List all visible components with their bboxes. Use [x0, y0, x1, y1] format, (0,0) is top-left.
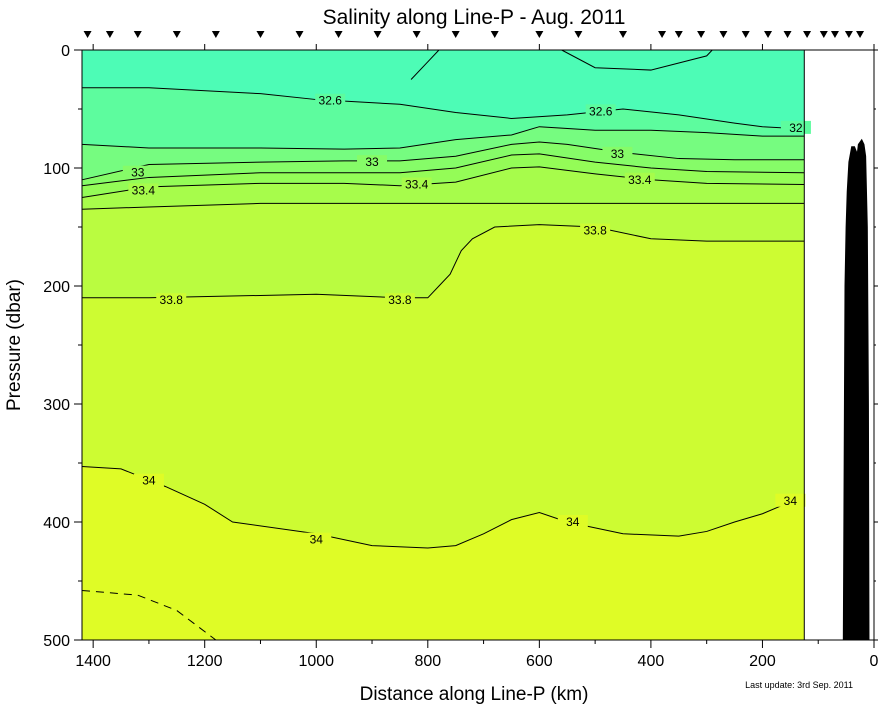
contour-label: 34	[142, 474, 156, 488]
station-marker	[451, 31, 460, 38]
contour-label-bg	[357, 155, 388, 169]
station-marker	[856, 31, 865, 38]
contour-label-bg	[301, 532, 332, 546]
contour-32.6-2	[82, 87, 805, 130]
station-marker	[697, 31, 706, 38]
contour-32.4-0	[410, 49, 440, 80]
station-marker	[256, 31, 265, 38]
contour-label-bg	[122, 165, 153, 179]
y-tick-label: 500	[43, 633, 70, 650]
contour-label-bg	[384, 293, 415, 307]
station-marker	[674, 31, 683, 38]
contour-33.2-5	[81, 153, 805, 187]
station-marker	[619, 31, 628, 38]
contour-label-bg	[156, 293, 187, 307]
contour-label: 34	[784, 494, 798, 508]
station-marker	[658, 31, 667, 38]
contour-label-bg	[580, 223, 611, 237]
x-tick-label: 600	[526, 653, 553, 670]
x-tick-label: 400	[638, 653, 665, 670]
x-tick-label: 0	[870, 653, 878, 670]
station-marker	[83, 31, 92, 38]
station-marker	[334, 31, 343, 38]
contour-33.4-6	[81, 166, 805, 198]
contour-label: 33.4	[628, 173, 652, 187]
contour-label: 34	[310, 533, 324, 547]
contour-33.0-4	[81, 141, 805, 181]
station-marker	[105, 31, 114, 38]
y-tick-label: 400	[43, 515, 70, 532]
station-marker	[295, 31, 304, 38]
x-tick-label: 1000	[298, 653, 334, 670]
contour-label-bg	[401, 177, 432, 191]
x-tick-label: 200	[749, 653, 776, 670]
y-tick-label: 300	[43, 397, 70, 414]
contour-label: 33	[365, 155, 379, 169]
contour-label-bg	[775, 493, 806, 507]
station-marker	[819, 31, 828, 38]
bathymetry-silhouette	[842, 138, 870, 641]
contour-label-bg	[780, 120, 811, 134]
contour-label-bg	[133, 473, 164, 487]
contour-33.8-8	[82, 224, 805, 299]
contour-32.8-3	[81, 126, 805, 150]
station-markers	[83, 31, 865, 38]
station-marker	[535, 31, 544, 38]
station-marker	[764, 31, 773, 38]
station-marker	[803, 31, 812, 38]
x-tick-label: 800	[414, 653, 441, 670]
axis-ticks: 1400 1200 1000 800 600 400 200 0 0 100 200 300 400 50…	[43, 43, 878, 670]
station-marker	[172, 31, 181, 38]
contour-34.0-9	[81, 466, 805, 549]
station-marker	[574, 31, 583, 38]
x-axis-title: Distance along Line-P (km)	[360, 684, 589, 705]
contour-label-bg	[315, 93, 346, 107]
contour-label-bg	[128, 183, 159, 197]
station-marker	[741, 31, 750, 38]
contour-label: 33.4	[405, 178, 429, 192]
station-marker	[830, 31, 839, 38]
contour-label: 33.8	[583, 224, 607, 238]
contour-label-bg	[557, 515, 588, 528]
band-34.0	[82, 466, 805, 640]
y-axis-title: Pressure (dbar)	[4, 279, 25, 411]
last-update-note: Last update: 3rd Sep. 2011	[745, 680, 853, 690]
contour-34.2-10	[81, 589, 217, 641]
station-marker	[133, 31, 142, 38]
contour-label: 32	[789, 121, 803, 135]
station-marker	[373, 31, 382, 38]
y-tick-label: 200	[43, 279, 70, 296]
bathymetry-shape	[842, 138, 870, 641]
chart-title: Salinity along Line-P - Aug. 2011	[323, 6, 626, 29]
contour-label: 33	[131, 166, 145, 180]
station-marker	[211, 31, 220, 38]
contour-label-bg	[585, 104, 616, 118]
contour-33.6-7	[81, 202, 805, 210]
contour-label: 34	[566, 515, 580, 529]
y-tick-label: 100	[43, 161, 70, 178]
station-marker	[844, 31, 853, 38]
contour-label: 32.6	[319, 94, 343, 108]
station-marker	[783, 31, 792, 38]
contour-32.4-1	[561, 49, 713, 71]
contour-label: 33.8	[160, 293, 184, 307]
station-marker	[719, 31, 728, 38]
station-marker	[490, 31, 499, 38]
contour-label: 32.6	[589, 104, 613, 118]
contour-label-bg	[624, 172, 655, 186]
band-surface-fresh	[561, 50, 713, 71]
x-tick-label: 1400	[75, 653, 111, 670]
station-marker	[412, 31, 421, 38]
contour-label: 33.4	[132, 183, 156, 197]
contour-label-bg	[602, 146, 633, 160]
contour-label: 33.8	[388, 293, 412, 307]
y-tick-label: 0	[61, 43, 70, 60]
x-tick-label: 1200	[187, 653, 223, 670]
salinity-color-bands	[82, 50, 805, 641]
contour-label: 33	[611, 147, 625, 161]
